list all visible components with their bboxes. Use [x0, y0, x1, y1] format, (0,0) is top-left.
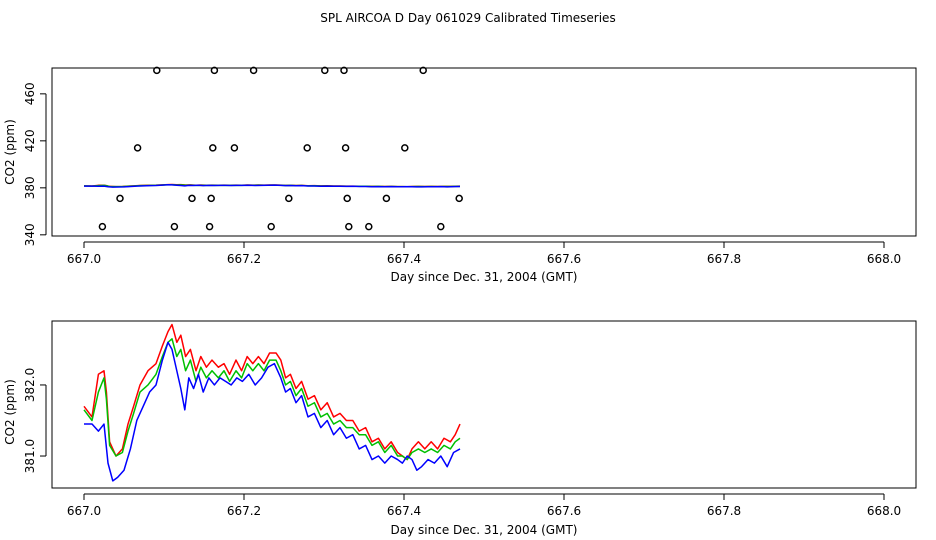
bottom-series-layer: [83, 323, 461, 482]
top-scatter-point: [153, 66, 161, 75]
top-scatter-point: [170, 222, 179, 231]
bottom-y-axis: 381.0 382.0: [23, 368, 47, 473]
top-x-tick-label: 667.8: [707, 252, 741, 266]
bottom-x-axis: 667.0 667.2 667.4 667.6 667.8 668.0: [67, 493, 901, 518]
top-scatter-point: [382, 194, 391, 203]
top-x-tick-label: 667.4: [387, 252, 421, 266]
bottom-series-red: [83, 323, 461, 461]
top-scatter-point: [133, 144, 142, 152]
top-scatter-point: [285, 194, 293, 203]
top-scatter-point: [207, 194, 215, 203]
top-scatter-point: [341, 144, 350, 152]
top-scatter-point: [209, 144, 217, 152]
bottom-y-tick-label: 381.0: [23, 439, 37, 473]
top-x-tick-label: 667.6: [547, 252, 581, 266]
top-scatter-point: [419, 66, 427, 75]
bottom-y-tick-label: 382.0: [23, 368, 37, 402]
top-scatter-point: [249, 66, 258, 75]
top-scatter-point: [116, 194, 124, 203]
top-scatter-point: [401, 144, 409, 152]
top-scatter-point: [455, 194, 463, 203]
top-scatter-point: [205, 222, 214, 231]
top-scatter-point: [345, 222, 353, 231]
top-y-tick-label: 380: [23, 176, 37, 199]
top-x-axis-title: Day since Dec. 31, 2004 (GMT): [391, 270, 578, 284]
top-scatter-point: [340, 66, 348, 75]
bottom-series-green: [83, 338, 461, 461]
top-scatter-point: [303, 144, 311, 152]
top-y-tick-label: 420: [23, 129, 37, 152]
top-scatter-point: [230, 144, 239, 152]
top-scatter-point: [321, 66, 329, 75]
bottom-x-tick-label: 667.8: [707, 504, 741, 518]
bottom-x-tick-label: 668.0: [867, 504, 901, 518]
top-scatter-point: [365, 222, 373, 231]
top-y-axis-title: CO2 (ppm): [3, 119, 17, 185]
top-plot-frame: [51, 67, 917, 237]
bottom-y-axis-title: CO2 (ppm): [3, 379, 17, 445]
bottom-panel: 667.0 667.2 667.4 667.6 667.8 668.0 381.0 382.…: [3, 320, 917, 537]
top-scatter-layer: [98, 66, 463, 231]
top-y-tick-label: 460: [23, 82, 37, 105]
bottom-x-tick-label: 667.6: [547, 504, 581, 518]
top-y-axis: 340 380 420 460: [23, 82, 47, 246]
top-scatter-point: [188, 194, 196, 203]
top-scatter-point: [210, 66, 219, 75]
top-scatter-point: [98, 222, 107, 231]
bottom-series-blue: [84, 341, 461, 482]
top-scatter-point: [437, 222, 445, 231]
top-x-tick-label: 667.2: [227, 252, 261, 266]
chart-title: SPL AIRCOA D Day 061029 Calibrated Times…: [320, 11, 615, 25]
bottom-plot-frame: [51, 320, 917, 489]
top-series-layer: [83, 183, 461, 188]
top-series-blue: [84, 184, 461, 188]
top-x-axis: 667.0 667.2 667.4 667.6 667.8 668.0: [67, 241, 901, 266]
top-panel: 667.0 667.2 667.4 667.6 667.8 668.0 340 380 420…: [3, 66, 917, 284]
top-y-tick-label: 340: [23, 223, 37, 246]
bottom-x-tick-label: 667.0: [67, 504, 101, 518]
bottom-x-axis-title: Day since Dec. 31, 2004 (GMT): [391, 523, 578, 537]
bottom-x-tick-label: 667.2: [227, 504, 261, 518]
top-x-tick-label: 668.0: [867, 252, 901, 266]
top-scatter-point: [267, 222, 275, 231]
top-scatter-point: [343, 194, 351, 203]
bottom-x-tick-label: 667.4: [387, 504, 421, 518]
top-x-tick-label: 667.0: [67, 252, 101, 266]
